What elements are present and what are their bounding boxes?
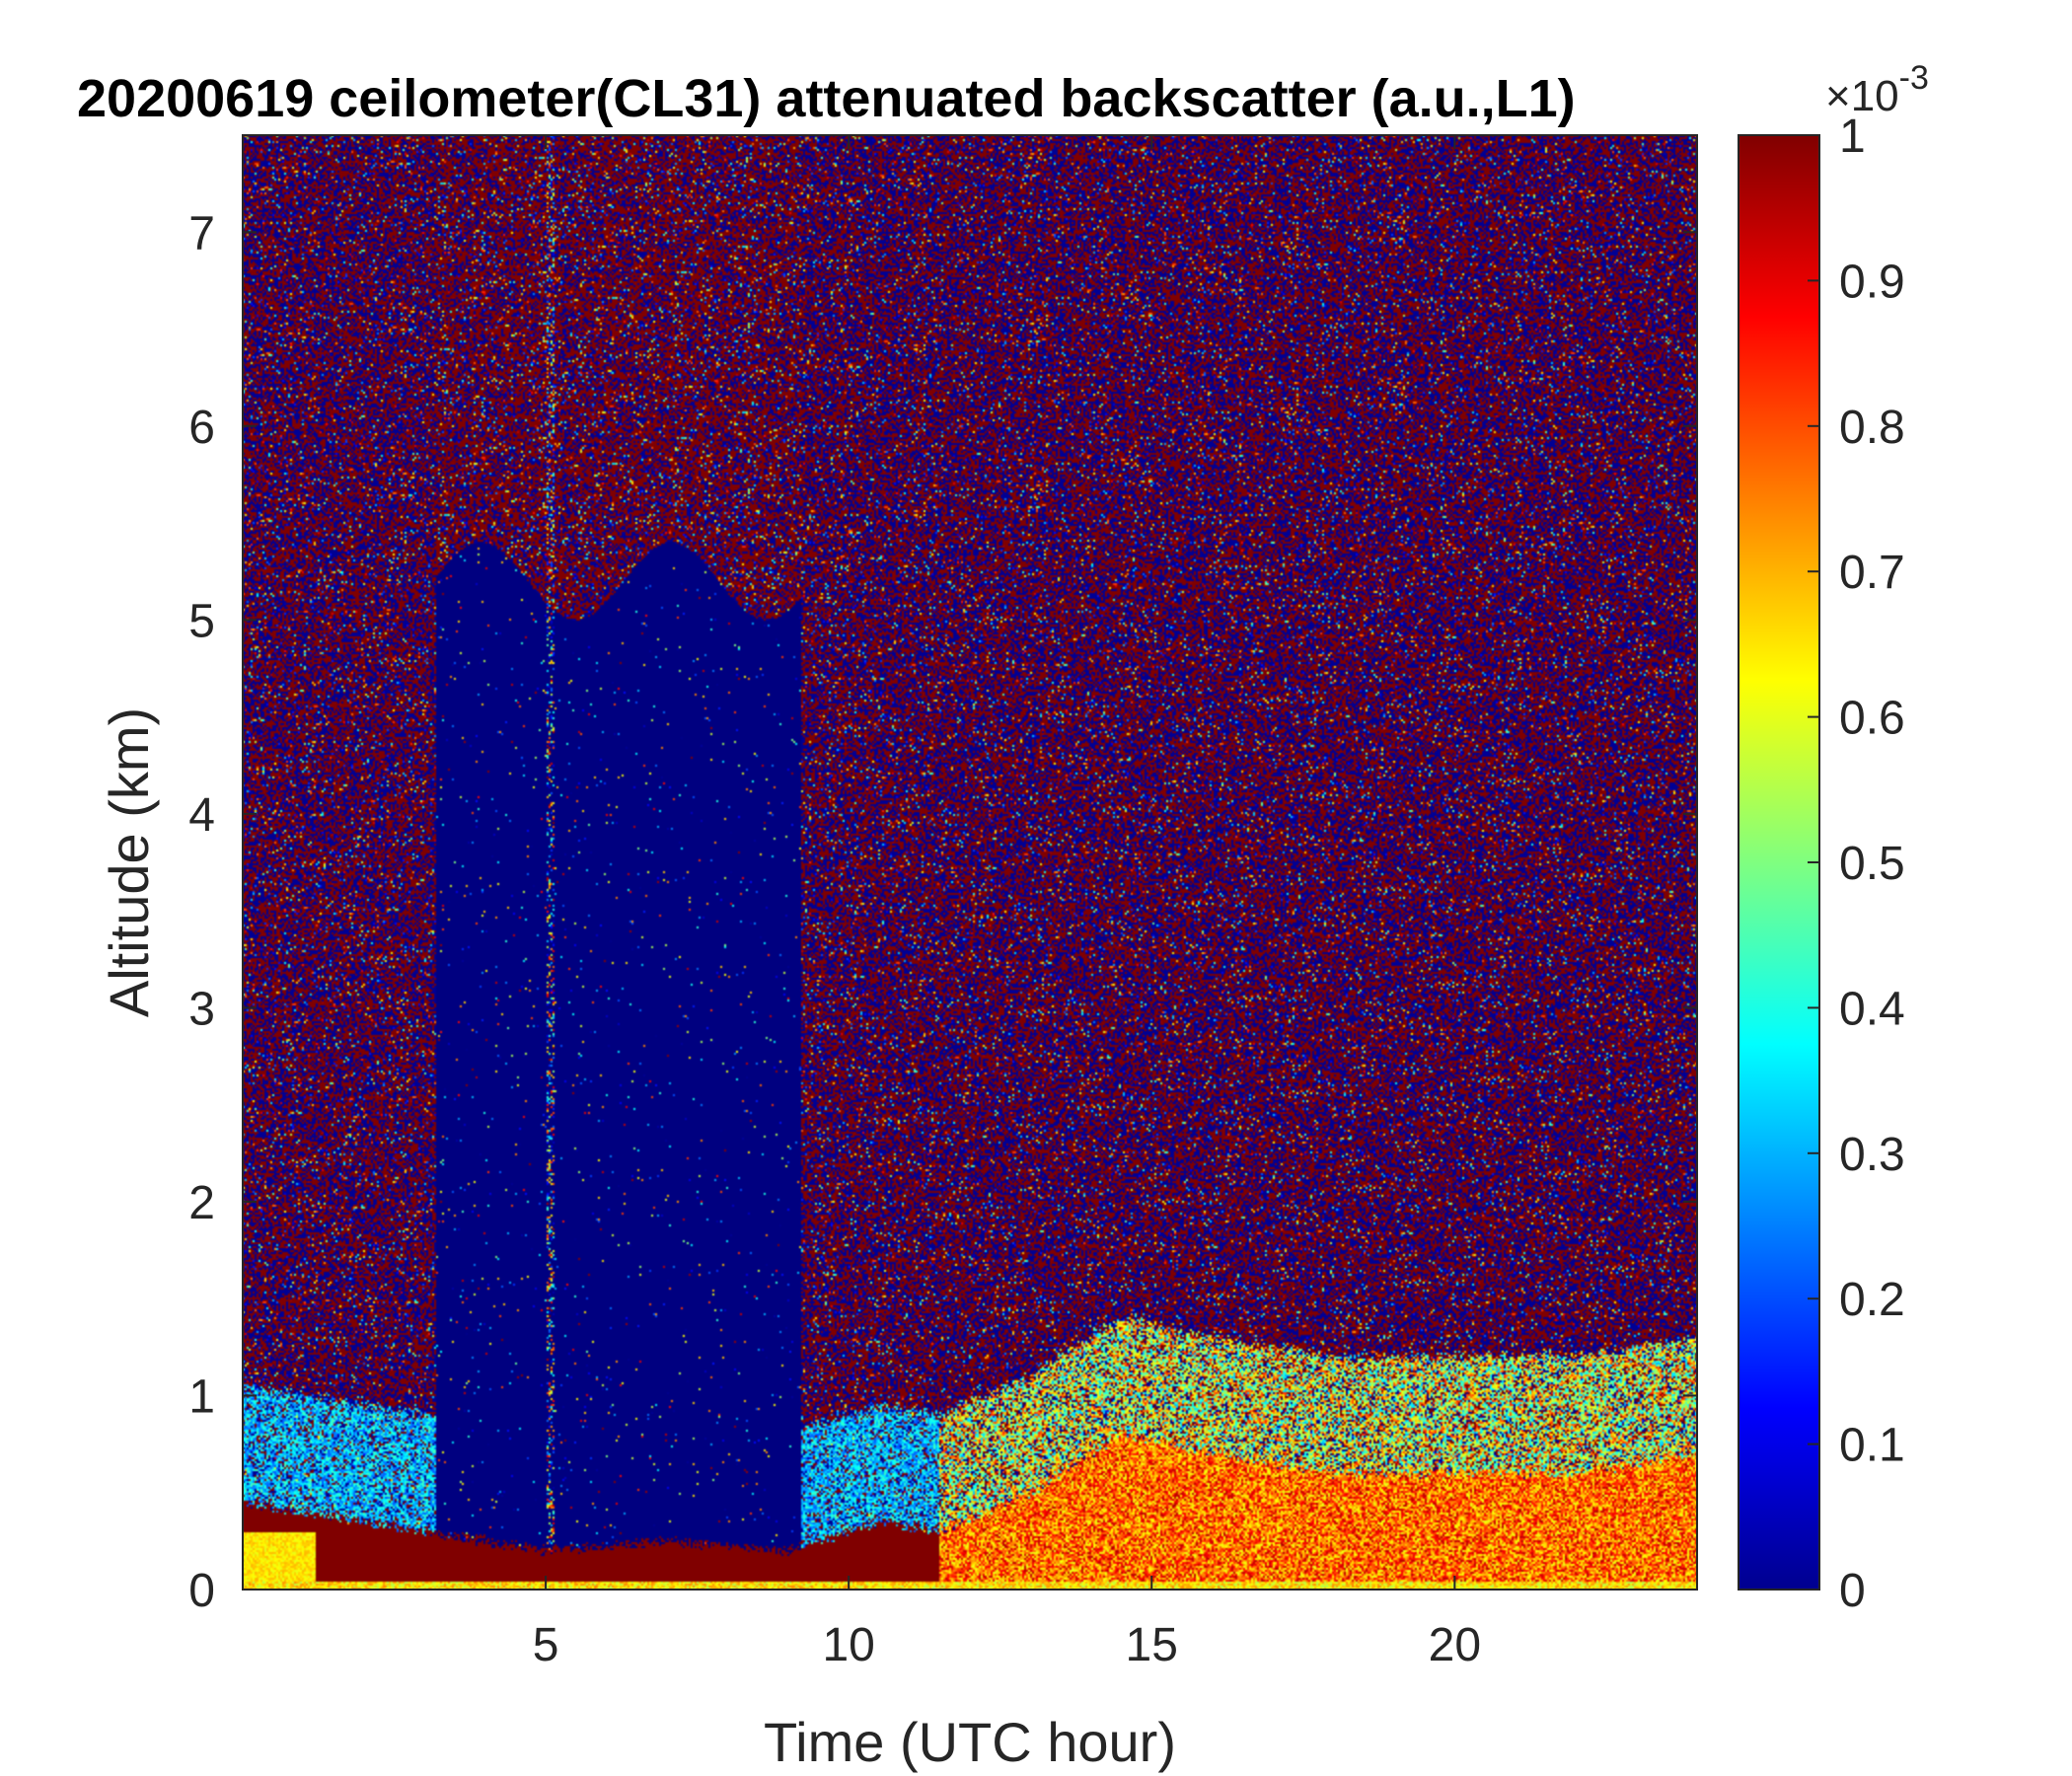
colorbar-ticks: 0 0.1 0.2 0.3 0.4 0.5 0.6 0.7 0.8 0.9 1 xyxy=(1808,111,1905,1617)
colorbar-tick-label: 0.9 xyxy=(1839,256,1905,308)
chart-title: 20200619 ceilometer(CL31) attenuated bac… xyxy=(77,69,1576,128)
y-axis-label: Altitude (km) xyxy=(98,707,160,1017)
x-axis-label: Time (UTC hour) xyxy=(764,1711,1176,1773)
y-tick-label: 2 xyxy=(188,1177,215,1229)
colorbar: 0 0.1 0.2 0.3 0.4 0.5 0.6 0.7 0.8 0.9 1 ×10-3 xyxy=(1738,59,1929,1617)
y-tick-label: 7 xyxy=(188,207,215,259)
colorbar-tick-label: 1 xyxy=(1839,111,1866,163)
y-tick-label: 1 xyxy=(188,1370,215,1423)
x-tick-label: 5 xyxy=(533,1619,559,1671)
plot-frame xyxy=(242,134,1698,1591)
colorbar-tick-label: 0.8 xyxy=(1839,402,1905,454)
backscatter-heatmap xyxy=(243,135,1697,1590)
colorbar-tick-label: 0.4 xyxy=(1839,983,1905,1035)
y-axis-ticks: 0 1 2 3 4 5 6 7 xyxy=(188,207,1697,1617)
colorbar-tick-label: 0.5 xyxy=(1839,838,1905,890)
y-tick-label: 0 xyxy=(188,1565,215,1617)
colorbar-tick-label: 0.6 xyxy=(1839,693,1905,745)
plot-area xyxy=(242,134,1698,1591)
colorbar-tick-label: 0.7 xyxy=(1839,547,1905,599)
y-tick-label: 4 xyxy=(188,789,215,842)
colorbar-tick-label: 0.2 xyxy=(1839,1274,1905,1326)
colorbar-exponent-base: ×10 xyxy=(1825,72,1899,120)
x-axis-ticks: 5 10 15 20 xyxy=(533,135,1481,1671)
colorbar-tick-label: 0 xyxy=(1839,1565,1866,1617)
colorbar-tick-label: 0.3 xyxy=(1839,1129,1905,1181)
x-tick-label: 20 xyxy=(1429,1619,1481,1671)
colorbar-exponent: ×10-3 xyxy=(1825,59,1929,120)
colorbar-gradient xyxy=(1738,134,1820,1591)
colorbar-tick-label: 0.1 xyxy=(1839,1420,1905,1472)
x-tick-label: 15 xyxy=(1126,1619,1178,1671)
colorbar-exponent-power: -3 xyxy=(1899,59,1929,97)
y-tick-label: 5 xyxy=(188,595,215,647)
y-tick-label: 6 xyxy=(188,402,215,454)
y-tick-label: 3 xyxy=(188,983,215,1035)
x-tick-label: 10 xyxy=(822,1619,874,1671)
